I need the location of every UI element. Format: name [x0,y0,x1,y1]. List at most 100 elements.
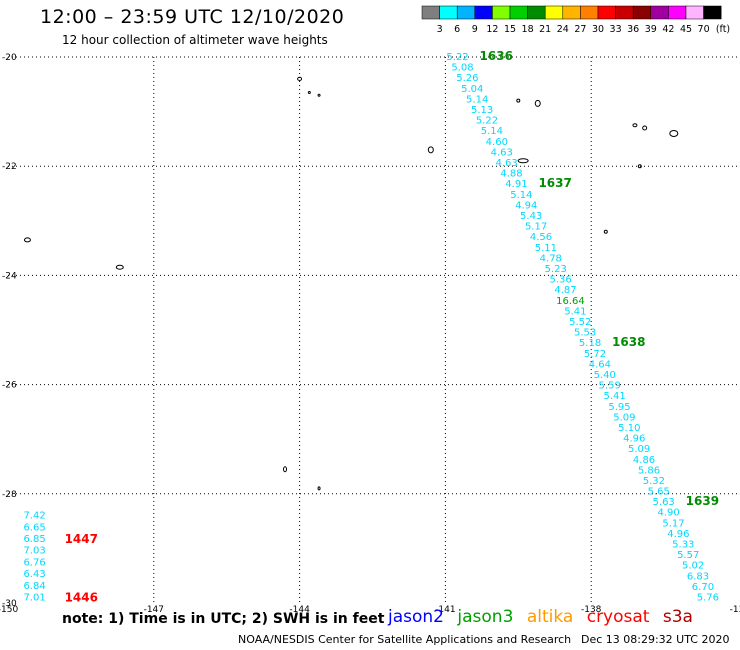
swh-value: 5.17 [525,222,547,233]
island-outline [307,90,311,94]
pass-time-label: 1639 [686,494,719,508]
swh-value: 4.63 [491,147,513,158]
swh-value: 4.91 [505,179,527,190]
swh-value: 5.63 [653,497,675,508]
swh-value: 4.64 [589,359,611,370]
swh-value: 5.10 [618,423,640,434]
satellite-altika: altika [526,607,574,627]
colorbar-label: 18 [522,24,534,35]
swh-value: 5.59 [599,381,621,392]
island-outline [283,466,288,473]
altimeter-map: -20 -22 -24 -26 -28 -30-150 -147 -144 -141 -138 -1… [0,49,740,615]
colorbar-label: 39 [645,24,657,35]
swh-value: 6.85 [23,534,45,545]
island-outline [642,125,648,131]
swh-value: 5.36 [549,275,571,286]
satellite-jason2: jason2 [388,607,444,627]
colorbar-label: 9 [472,24,478,35]
lon-tick-label: -138 [581,605,602,615]
swh-value: 5.52 [569,317,591,328]
swh-value: 4.63 [495,158,517,169]
swh-value: 5.22 [476,116,498,127]
colorbar-label: 42 [662,24,674,35]
swh-value: 5.57 [677,550,699,561]
swh-value: 5.08 [451,63,473,74]
swh-value: 5.95 [608,402,630,413]
colorbar-label: 15 [504,24,516,35]
footer-note: note: 1) Time is in UTC; 2) SWH is in fe… [62,611,385,627]
swh-value: 5.41 [603,391,625,402]
pass-time-label: 1447 [65,532,98,546]
swh-value: 4.60 [486,137,508,148]
swh-value: 5.14 [466,94,488,105]
swh-value: 5.65 [648,487,670,498]
swh-value: 5.17 [662,518,684,529]
swh-value: 5.40 [594,370,616,381]
island-outline [427,146,434,154]
swh-value: 6.83 [687,571,709,582]
lat-tick-label: -20 [2,53,17,63]
swh-value: 4.94 [515,200,537,211]
swh-value: 5.86 [638,465,660,476]
colorbar-label: 3 [437,24,443,35]
lon-tick-label: -147 [144,605,164,615]
colorbar-label: 45 [680,24,692,35]
colorbar-label: 24 [557,24,569,35]
colorbar-label: 27 [574,24,586,35]
island-outline [632,123,638,128]
island-outline [637,164,642,169]
pass-time-label: 1636 [480,49,513,63]
swh-value: 6.76 [23,557,45,568]
chart-subtitle: 12 hour collection of altimeter wave hei… [62,33,328,47]
credit-line: NOAA/NESDIS Center for Satellite Applica… [238,633,572,646]
swh-value: 4.87 [554,285,576,296]
swh-value: 5.04 [461,84,483,95]
colorbar-label: 30 [592,24,604,35]
satellite-s3a: s3a [662,607,693,627]
swh-value: 4.96 [667,529,689,540]
colorbar-label: 6 [454,24,460,35]
swh-value: 5.76 [697,593,719,604]
wave-height-colorbar: 3 6 9 12 15 18 21 24 27 30 33 36 39 42 45 70 (ft) [421,5,730,35]
swh-value: 5.23 [545,264,567,275]
swh-value: 4.78 [540,253,562,264]
swh-value: 5.43 [520,211,542,222]
island-outline [317,486,321,491]
swh-value: 5.11 [535,243,557,254]
pass-time-label: 1637 [538,176,571,190]
swh-value: 5.18 [579,338,601,349]
swh-value: 4.96 [623,434,645,445]
island-outline [516,98,521,103]
island-outline [23,237,31,243]
generation-timestamp: Dec 13 08:29:32 UTC 2020 [581,633,730,646]
swh-value: 4.88 [500,169,522,180]
swh-value: 4.90 [657,508,679,519]
swh-value: 7.42 [23,511,45,522]
swh-value: 7.01 [23,593,45,604]
colorbar-label: 36 [627,24,639,35]
colorbar-swatch [703,5,722,20]
swh-value: 5.02 [682,561,704,572]
colorbar-label: 12 [486,24,498,35]
swh-value: 5.26 [456,73,478,84]
lon-tick-label: -150 [0,605,18,615]
swh-value: 5.41 [564,306,586,317]
satellite-legend: jason2 jason3 altika cryosat s3a [388,607,701,627]
lat-tick-label: -30 [2,599,17,609]
colorbar-label: 33 [610,24,622,35]
island-outline [317,93,321,97]
lon-tick-label: -13 [730,605,740,615]
swh-value: 6.65 [23,522,45,533]
lat-tick-label: -26 [2,381,17,391]
swh-value: 5.14 [481,126,503,137]
swh-value: 4.86 [633,455,655,466]
swh-value: 7.03 [23,546,45,557]
swh-value: 6.84 [23,581,45,592]
swh-value: 4.56 [530,232,552,243]
swh-value: 5.32 [643,476,665,487]
island-outline [669,129,679,137]
satellite-jason3: jason3 [457,607,514,627]
colorbar-label: 70 [698,24,710,35]
lat-tick-label: -22 [2,162,17,172]
swh-value: 16.64 [556,296,585,307]
